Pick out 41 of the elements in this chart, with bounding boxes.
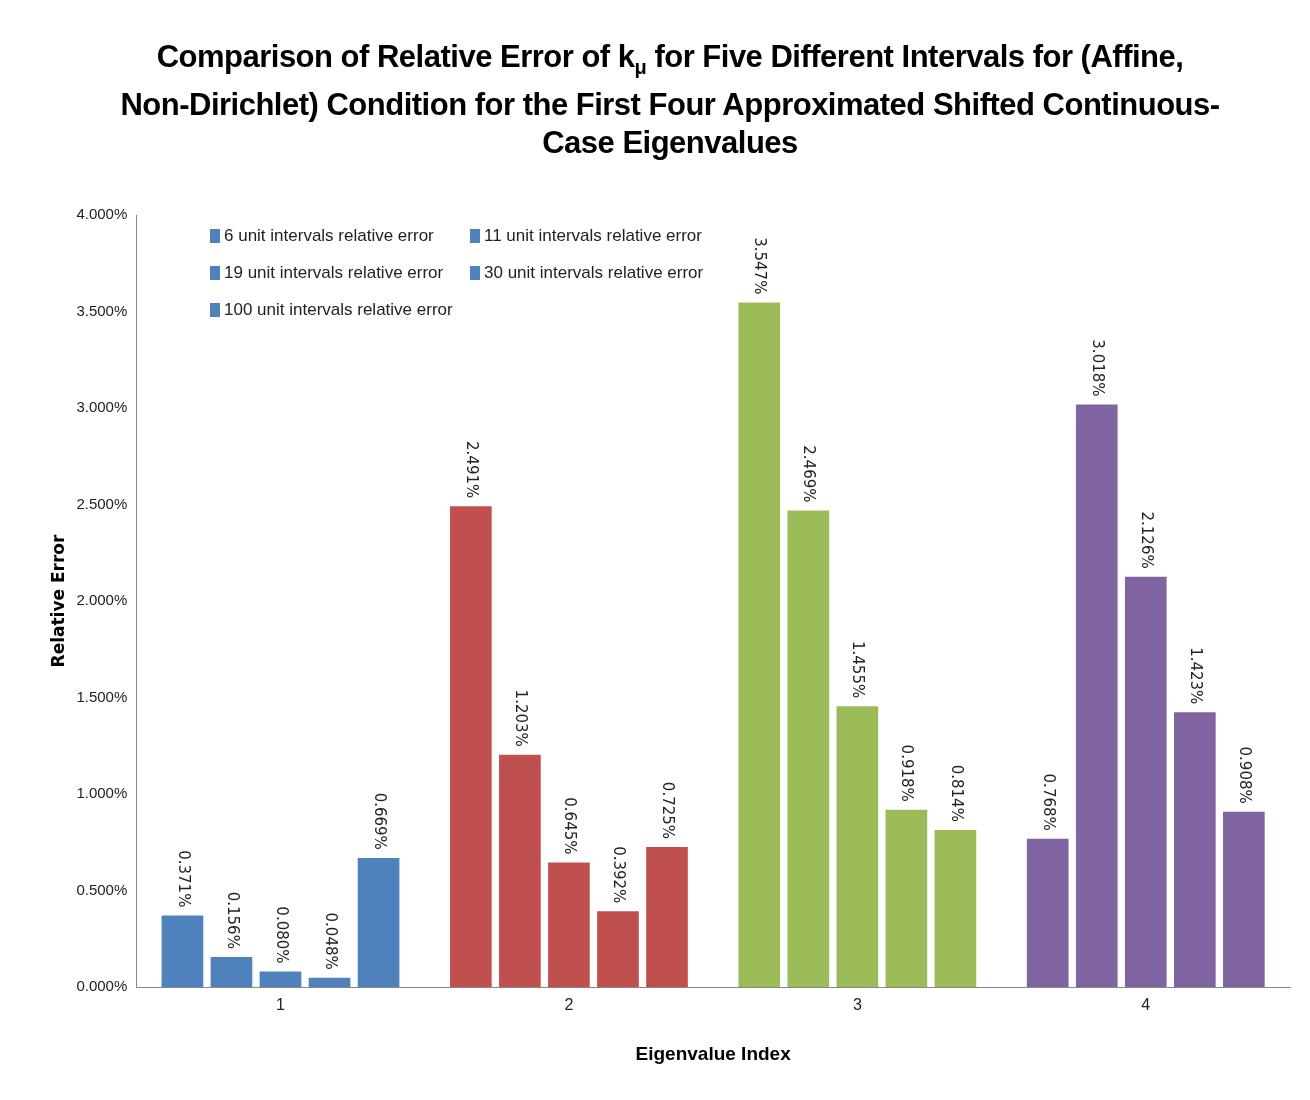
data-label: 1.203% [512,689,530,747]
data-label: 0.080% [272,906,291,964]
legend-label: 19 unit intervals relative error [224,262,444,283]
legend-label: 6 unit intervals relative error [224,225,434,246]
data-label: 0.371% [174,850,193,908]
x-tick-label: 4 [1141,996,1151,1014]
data-label: 1.455% [849,640,868,699]
data-label: 0.048% [321,912,340,970]
data-label: 0.392% [610,846,629,904]
x-tick-label: 3 [852,996,862,1014]
data-label: 0.814% [947,764,966,822]
y-tick-label: 0.500% [76,880,128,898]
y-axis-title: Relative Error [47,533,68,668]
data-label: 0.908% [1235,746,1254,804]
y-tick-label: 2.000% [76,591,128,609]
y-tick-label: 2.500% [76,494,128,512]
y-tick-label: 0.000% [76,977,128,995]
data-label: 0.156% [223,891,242,949]
y-tick-label: 3.000% [76,398,128,416]
data-label: 2.126% [1137,511,1156,569]
data-label: 2.491% [462,441,481,499]
x-tick-label: 2 [564,996,574,1014]
y-tick-label: 1.500% [76,687,128,705]
data-label: 0.645% [561,797,580,855]
y-tick-label: 4.000% [76,205,128,223]
y-tick-label: 3.500% [76,301,128,319]
legend-label: 11 unit intervals relative error [484,225,702,246]
data-label: 0.768% [1039,773,1058,831]
legend-label: 30 unit intervals relative error [484,262,704,283]
data-label: 2.469% [800,445,819,503]
chart-title: Comparison of Relative Error of k$_{μ}$ for Five Different Intervals for (Affine, Non-Dirichlet) Condition for the First Four Approximated Shifted Continuous-Case Eigenvalues [120,38,1220,163]
data-label: 1.423% [1186,647,1205,705]
data-label: 0.725% [659,781,678,840]
legend-label: 100 unit intervals relative error [224,299,453,320]
y-tick-label: 1.000% [76,784,128,802]
data-label: 0.918% [898,744,917,802]
x-axis-title: Eigenvalue Index [635,1042,792,1064]
data-label: 3.547% [751,237,770,295]
x-tick-label: 1 [276,996,286,1014]
data-label: 0.669% [370,792,389,850]
data-label: 3.018% [1088,339,1107,397]
